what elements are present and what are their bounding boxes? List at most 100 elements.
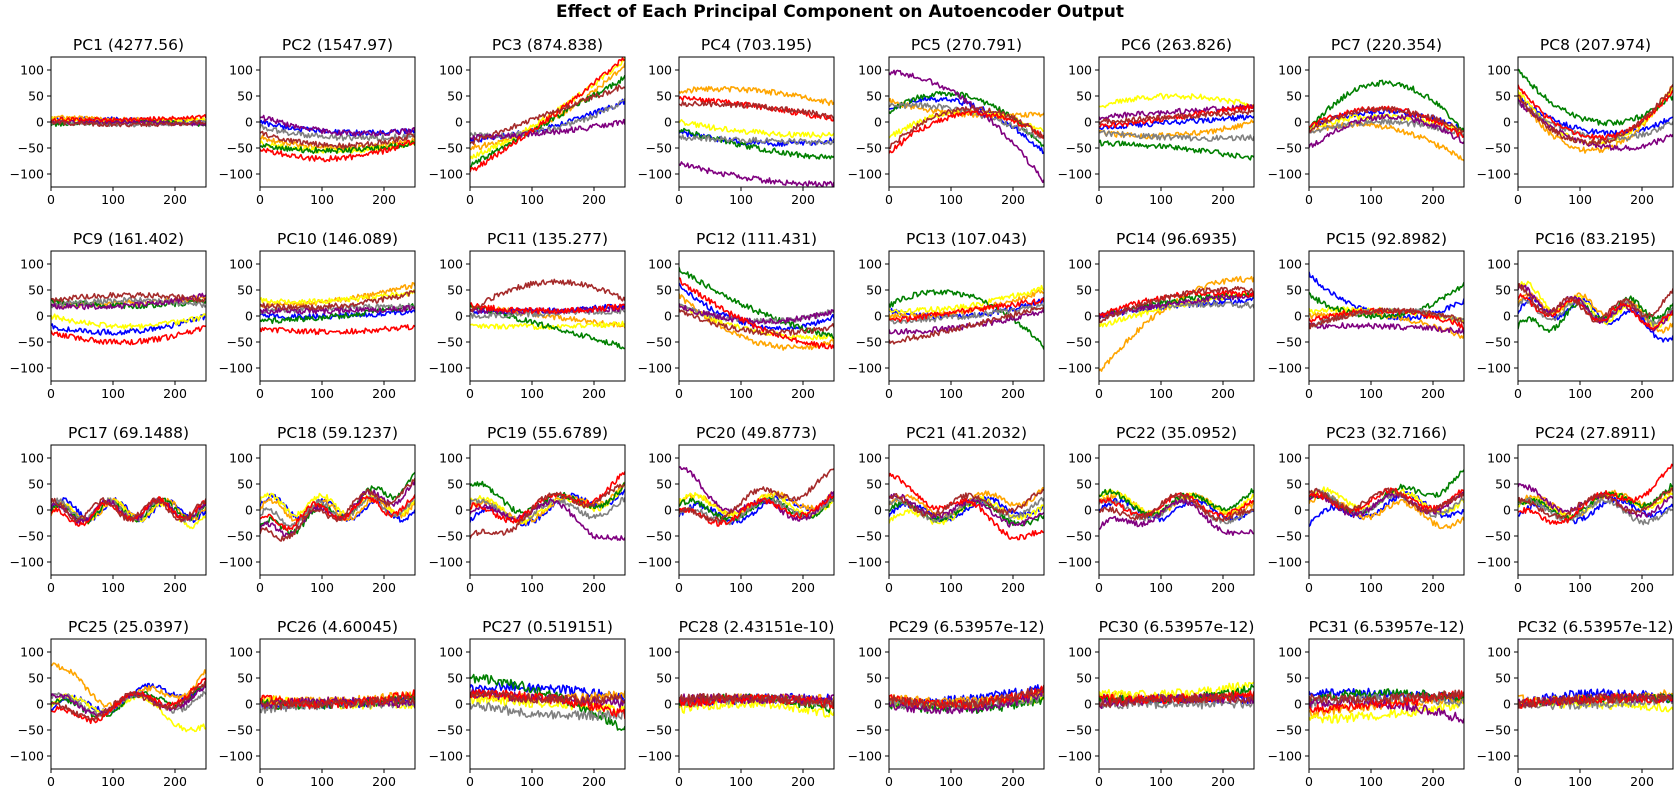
y-tick-label: 50 [656,89,672,104]
curves [470,673,625,731]
subplot-title: PC29 (6.53957e-12) [889,618,1045,636]
series-line-brown [889,684,1044,710]
subplot-10: PC10 (146.089) −100 −50 0 50 100 0 100 200 [219,230,416,401]
y-tick-label: 100 [648,645,672,660]
series-line-green [1518,68,1673,127]
y-tick-label: 100 [1278,257,1302,272]
subplot-title: PC18 (59.1237) [277,424,398,442]
subplot-13: PC13 (107.043) −100 −50 0 50 100 0 100 200 [848,230,1045,401]
x-tick-label: 200 [582,580,606,595]
y-tick-label: 50 [1286,89,1302,104]
series-line-green [1309,282,1464,320]
axes-frame [1098,250,1255,382]
series-line-red [470,57,625,173]
subplot-18: PC18 (59.1237) −100 −50 0 50 100 0 100 200 [219,424,416,595]
x-tick-label: 0 [885,192,893,207]
y-tick-label: 50 [1286,283,1302,298]
curves [51,662,206,733]
subplot-title: PC27 (0.519151) [482,618,613,636]
y-tick-label: 50 [866,283,882,298]
curves [679,85,834,187]
y-tick-label: 0 [1084,697,1092,712]
series-line-purple [1099,497,1254,536]
y-tick-label: −50 [437,335,463,350]
y-tick-label: 100 [1278,451,1302,466]
x-tick-label: 200 [582,774,606,789]
y-tick-label: −100 [1477,361,1511,376]
y-tick-label: 0 [36,503,44,518]
y-tick-label: 100 [229,63,253,78]
series-line-brown [1309,689,1464,705]
x-tick-label: 0 [1305,192,1313,207]
y-tick-label: 0 [664,309,672,324]
curves [679,466,834,527]
x-tick-label: 200 [1421,192,1445,207]
series-line-orange [1099,119,1254,140]
y-tick-label: 50 [237,477,253,492]
curves [679,267,834,351]
x-tick-label: 0 [675,386,683,401]
x-tick-label: 100 [101,580,125,595]
x-tick-label: 100 [729,774,753,789]
x-tick-label: 0 [47,386,55,401]
y-tick-label: −100 [638,555,672,570]
y-tick-label: 100 [439,645,463,660]
subplot-2: PC2 (1547.97) −100 −50 0 50 100 0 100 200 [219,36,416,207]
y-tick-label: −50 [1276,529,1302,544]
series-line-gray [1309,118,1464,138]
y-tick-label: 0 [1294,697,1302,712]
curves [1518,280,1673,343]
x-tick-label: 0 [1514,774,1522,789]
x-tick-label: 100 [1149,580,1173,595]
x-tick-label: 0 [1514,192,1522,207]
subplot-title: PC14 (96.6935) [1116,230,1237,248]
y-tick-label: 0 [874,309,882,324]
y-tick-label: 50 [1495,671,1511,686]
x-tick-label: 200 [1211,192,1235,207]
y-tick-label: −100 [1058,167,1092,182]
y-tick-label: 100 [648,451,672,466]
series-line-blue [679,282,834,332]
x-tick-label: 100 [1359,580,1383,595]
subplot-11: PC11 (135.277) −100 −50 0 50 100 0 100 200 [429,230,626,401]
y-tick-label: 100 [1068,645,1092,660]
x-tick-label: 200 [582,386,606,401]
subplot-7: PC7 (220.354) −100 −50 0 50 100 0 100 200 [1268,36,1465,207]
x-tick-label: 0 [885,580,893,595]
x-tick-label: 100 [1568,192,1592,207]
axes-frame [1098,444,1255,576]
y-tick-label: 0 [36,309,44,324]
y-tick-label: 0 [874,115,882,130]
series-line-yellow [51,693,206,733]
curves [889,284,1044,350]
series-line-brown [1099,285,1254,324]
x-tick-label: 100 [729,386,753,401]
x-tick-label: 100 [939,192,963,207]
curves [1518,463,1673,526]
series-line-purple [889,309,1044,336]
x-tick-label: 200 [791,580,815,595]
x-tick-label: 200 [791,386,815,401]
x-tick-label: 0 [1305,580,1313,595]
y-tick-label: −100 [429,749,463,764]
subplot-28: PC28 (2.43151e-10) −100 −50 0 50 100 0 100 200 [638,618,835,789]
series-line-purple [1518,99,1673,152]
series-line-green [470,74,625,168]
y-tick-label: −50 [437,141,463,156]
subplot-12: PC12 (111.431) −100 −50 0 50 100 0 100 200 [638,230,835,401]
series-line-purple [679,161,834,187]
x-tick-label: 0 [1305,774,1313,789]
curves [470,57,625,173]
y-tick-label: −50 [856,141,882,156]
curves [51,496,206,530]
y-tick-label: 100 [1487,451,1511,466]
y-tick-label: 0 [245,309,253,324]
subplot-title: PC6 (263.826) [1121,36,1232,54]
y-tick-label: 100 [1487,63,1511,78]
series-line-purple [470,498,625,541]
x-tick-label: 0 [466,580,474,595]
y-tick-label: −50 [227,529,253,544]
series-line-purple [1099,103,1254,121]
curves [679,692,834,718]
subplot-title: PC8 (207.974) [1540,36,1651,54]
